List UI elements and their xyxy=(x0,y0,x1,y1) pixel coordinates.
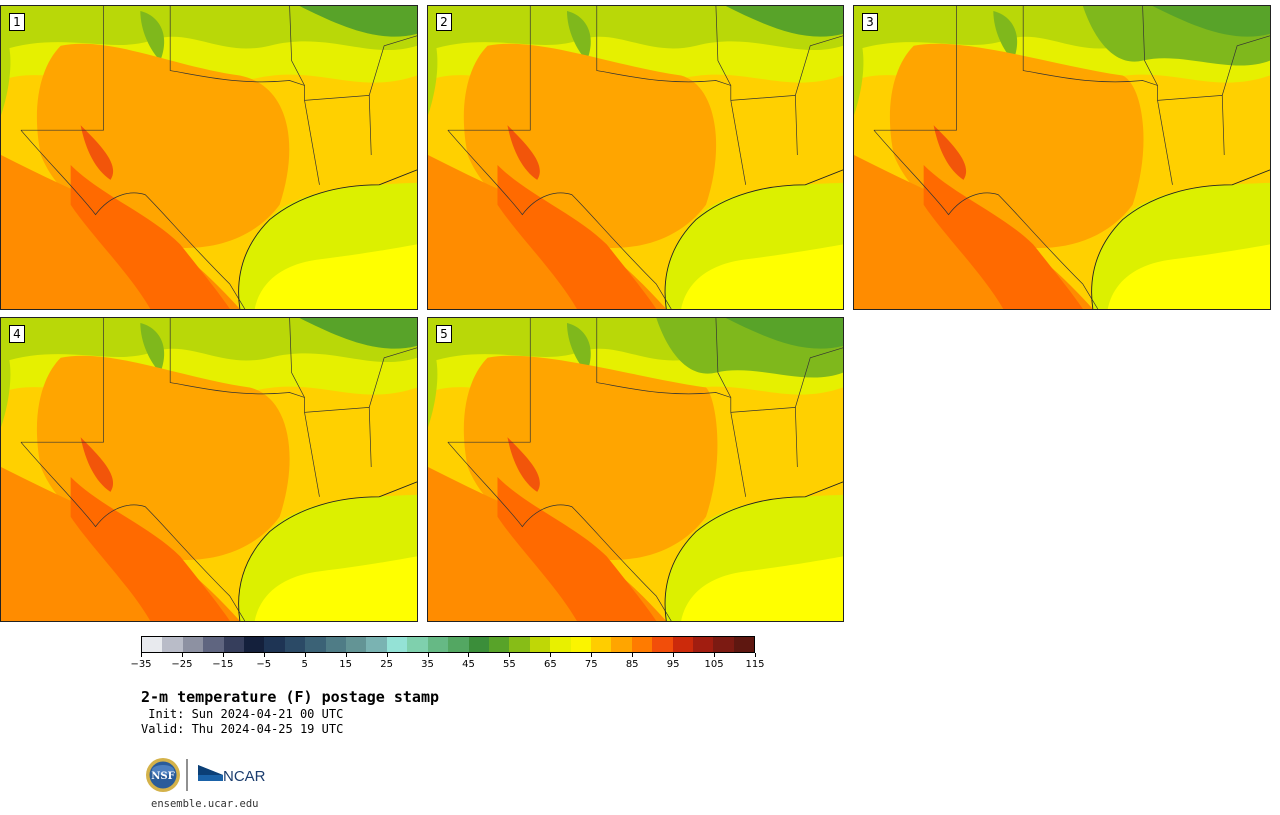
colorbar-tick xyxy=(632,653,634,657)
colorbar-tick-label: 45 xyxy=(462,659,475,670)
colorbar-bin xyxy=(550,637,571,652)
colorbar-tick-label: 35 xyxy=(421,659,434,670)
colorbar-bin xyxy=(325,637,347,652)
colorbar-tick-label: −5 xyxy=(256,659,272,670)
init-time: Init: Sun 2024-04-21 00 UTC xyxy=(141,707,344,721)
colorbar-bin xyxy=(611,637,632,652)
colorbar-bin xyxy=(529,637,551,652)
colorbar-tick-label: 25 xyxy=(380,659,393,670)
colorbar-bin xyxy=(672,637,693,652)
colorbar-bin xyxy=(590,637,612,652)
colorbar-bin xyxy=(223,637,245,652)
colorbar-tick-label: −25 xyxy=(171,659,193,670)
colorbar-bin xyxy=(305,637,326,652)
colorbar-tick xyxy=(386,653,388,657)
member-label: 1 xyxy=(9,13,25,31)
colorbar-bin xyxy=(733,637,755,652)
sponsor-logos: NSF NCAR xyxy=(145,757,275,793)
nsf-logo-text: NSF xyxy=(151,771,174,782)
colorbar-tick xyxy=(427,653,429,657)
temperature-colorbar xyxy=(141,636,755,653)
colorbar-tick-label: 95 xyxy=(666,659,680,670)
postage-stamp-map-3: 3 xyxy=(853,5,1271,310)
postage-stamp-map-5: 5 xyxy=(427,317,844,622)
colorbar-bin xyxy=(407,637,428,652)
colorbar-tick-label: 15 xyxy=(339,659,353,670)
colorbar-tick-label: 105 xyxy=(704,659,724,670)
temperature-field-map xyxy=(428,6,843,309)
colorbar-tick xyxy=(345,653,347,657)
colorbar-tick-label: −35 xyxy=(130,659,152,670)
colorbar-bin xyxy=(244,637,265,652)
colorbar-bin xyxy=(346,637,367,652)
colorbar-tick-label: 75 xyxy=(584,659,598,670)
postage-stamp-map-1: 1 xyxy=(0,5,418,310)
colorbar-tick xyxy=(263,653,265,657)
colorbar-bin xyxy=(570,637,591,652)
colorbar-tick xyxy=(141,653,142,657)
colorbar-bin xyxy=(366,637,387,652)
colorbar-bin xyxy=(692,637,714,652)
colorbar-bin xyxy=(427,637,449,652)
colorbar-bin xyxy=(264,637,285,652)
colorbar-tick-label: 55 xyxy=(503,659,516,670)
chart-title: 2-m temperature (F) postage stamp xyxy=(141,688,440,706)
colorbar-bin xyxy=(468,637,489,652)
postage-stamp-map-4: 4 xyxy=(0,317,418,622)
colorbar-tick xyxy=(550,653,552,657)
member-label: 5 xyxy=(436,325,452,343)
colorbar-tick xyxy=(222,653,224,657)
colorbar-bin xyxy=(162,637,183,652)
colorbar-tick-label: 5 xyxy=(301,659,308,670)
temperature-field-map xyxy=(428,318,843,621)
temperature-field-map xyxy=(1,318,417,621)
colorbar-tick xyxy=(591,653,593,657)
colorbar-tick xyxy=(714,653,716,657)
ncar-logo-icon: NCAR xyxy=(198,765,266,785)
member-label: 2 xyxy=(436,13,452,31)
colorbar-bin xyxy=(203,637,224,652)
colorbar-bin xyxy=(142,637,163,652)
colorbar-tick-label: 115 xyxy=(745,659,765,670)
site-url: ensemble.ucar.edu xyxy=(151,798,259,810)
colorbar-tick xyxy=(755,653,756,657)
member-label: 3 xyxy=(862,13,878,31)
colorbar-bin xyxy=(448,637,469,652)
colorbar-bin xyxy=(284,637,306,652)
colorbar-tick xyxy=(509,653,511,657)
colorbar-tick xyxy=(181,653,183,657)
colorbar-bin xyxy=(713,637,734,652)
nsf-logo-icon: NSF xyxy=(146,758,180,792)
colorbar-tick xyxy=(304,653,306,657)
valid-time: Valid: Thu 2024-04-25 19 UTC xyxy=(141,722,344,736)
colorbar-tick-label: 85 xyxy=(625,659,639,670)
ncar-logo-text: NCAR xyxy=(223,768,266,785)
temperature-field-map xyxy=(854,6,1270,309)
temperature-field-map xyxy=(1,6,417,309)
colorbar-tick-label: 65 xyxy=(543,659,557,670)
colorbar-bin xyxy=(386,637,408,652)
colorbar-bin xyxy=(509,637,530,652)
postage-stamp-map-2: 2 xyxy=(427,5,844,310)
colorbar-ticks: −35 −25 −15 −5 5 15 25 35 45 55 65 75 85 95 105 115 xyxy=(130,653,765,675)
colorbar-bin xyxy=(488,637,510,652)
colorbar-tick xyxy=(673,653,675,657)
colorbar-tick-label: −15 xyxy=(212,659,234,670)
colorbar-bin xyxy=(182,637,204,652)
colorbar-bin xyxy=(631,637,653,652)
colorbar-tick xyxy=(468,653,470,657)
colorbar-bin xyxy=(652,637,673,652)
member-label: 4 xyxy=(9,325,25,343)
